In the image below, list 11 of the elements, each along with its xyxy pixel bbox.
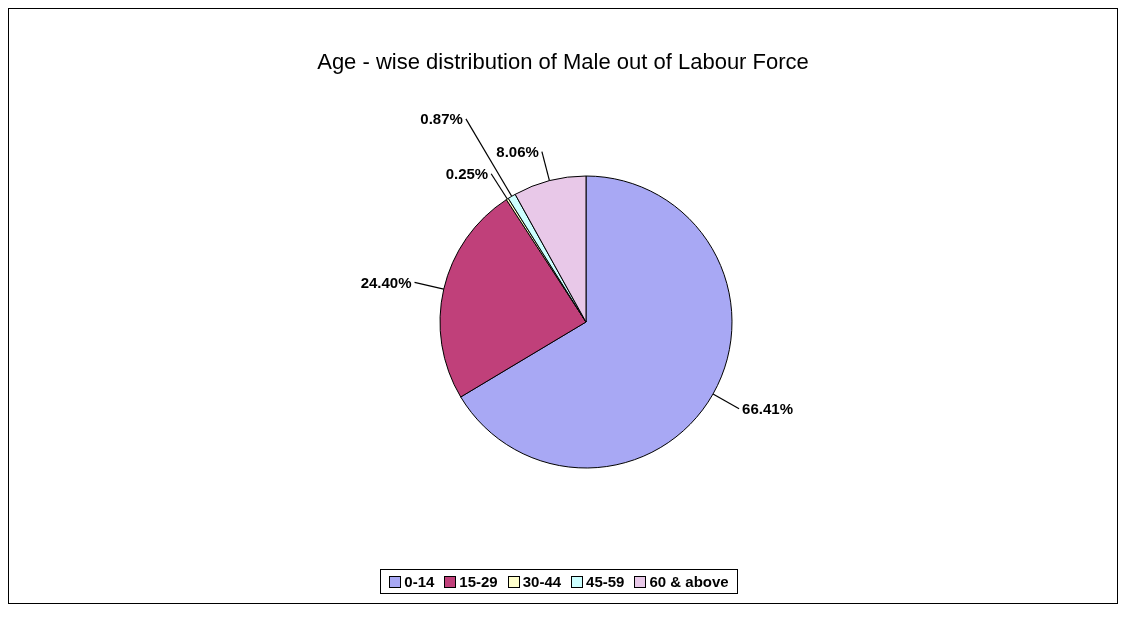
legend-label: 30-44 [521,573,562,590]
data-label: 0.25% [445,164,489,182]
legend-label: 15-29 [458,573,498,590]
legend-label: 60 & above [648,573,729,590]
legend-label: 45-59 [585,573,625,590]
legend-label: 0-14 [403,573,435,590]
chart-title: Age - wise distribution of Male out of Labour Force [316,48,810,76]
data-label: 24.40% [360,273,412,291]
data-label: 66.41% [742,400,793,418]
data-label: 8.06% [496,142,539,160]
data-label: 0.87% [420,110,463,128]
